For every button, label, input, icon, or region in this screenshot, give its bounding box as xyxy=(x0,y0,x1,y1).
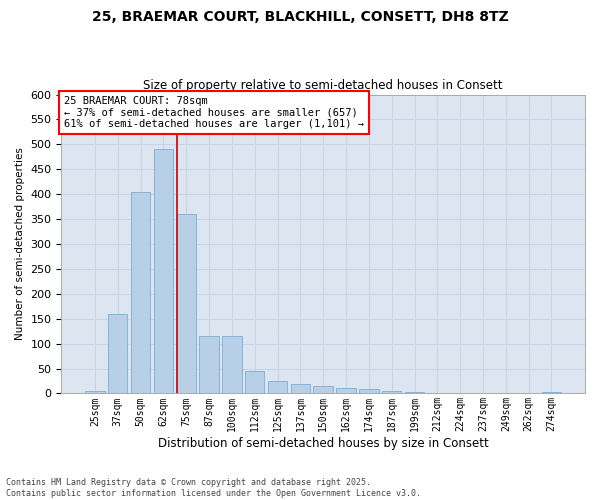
X-axis label: Distribution of semi-detached houses by size in Consett: Distribution of semi-detached houses by … xyxy=(158,437,488,450)
Bar xyxy=(382,391,401,394)
Bar xyxy=(154,150,173,394)
Bar xyxy=(359,390,379,394)
Bar xyxy=(176,214,196,394)
Bar xyxy=(290,384,310,394)
Bar xyxy=(268,381,287,394)
Title: Size of property relative to semi-detached houses in Consett: Size of property relative to semi-detach… xyxy=(143,79,503,92)
Bar xyxy=(199,336,219,394)
Text: 25 BRAEMAR COURT: 78sqm
← 37% of semi-detached houses are smaller (657)
61% of s: 25 BRAEMAR COURT: 78sqm ← 37% of semi-de… xyxy=(64,96,364,129)
Bar xyxy=(131,192,150,394)
Y-axis label: Number of semi-detached properties: Number of semi-detached properties xyxy=(15,148,25,340)
Bar xyxy=(542,392,561,394)
Bar xyxy=(222,336,242,394)
Bar xyxy=(313,386,333,394)
Text: Contains HM Land Registry data © Crown copyright and database right 2025.
Contai: Contains HM Land Registry data © Crown c… xyxy=(6,478,421,498)
Bar xyxy=(337,388,356,394)
Text: 25, BRAEMAR COURT, BLACKHILL, CONSETT, DH8 8TZ: 25, BRAEMAR COURT, BLACKHILL, CONSETT, D… xyxy=(92,10,508,24)
Bar xyxy=(85,391,104,394)
Bar xyxy=(405,392,424,394)
Bar xyxy=(108,314,127,394)
Bar xyxy=(245,371,265,394)
